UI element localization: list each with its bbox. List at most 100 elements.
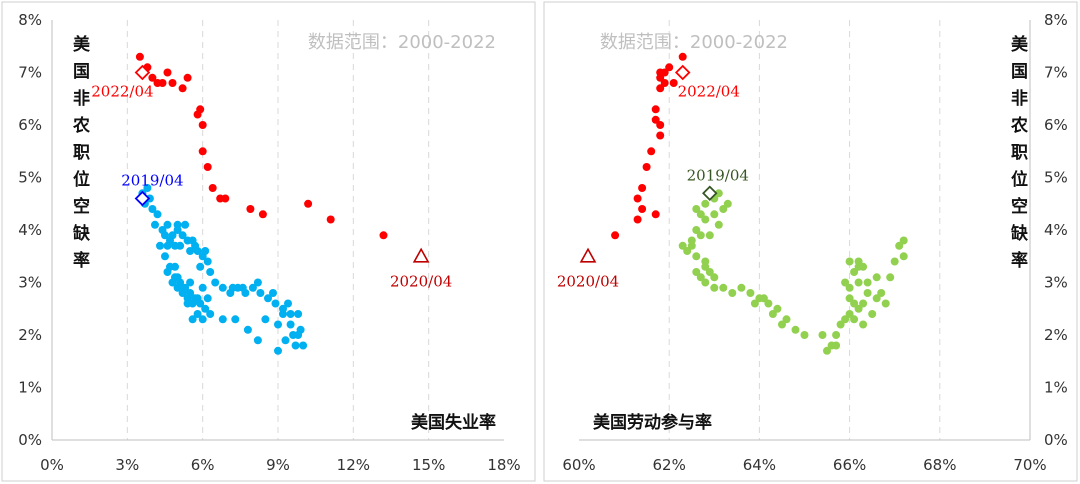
- axes: [51, 20, 504, 441]
- scatter-point: [198, 121, 207, 129]
- scatter-point: [274, 320, 282, 329]
- scatter-point: [800, 331, 809, 339]
- scatter-point: [294, 310, 303, 318]
- scatter-point: [701, 257, 710, 266]
- scatter-point: [633, 194, 642, 203]
- scatter-point: [692, 252, 701, 261]
- panel-frame: [543, 1, 1078, 482]
- scatter-point: [687, 241, 696, 250]
- scatter-point: [611, 231, 620, 240]
- x-tick-label: 6%: [191, 456, 215, 474]
- scatter-point: [135, 52, 144, 61]
- scatter-point: [274, 346, 282, 355]
- scatter-point: [683, 247, 692, 255]
- scatter-point: [188, 315, 197, 324]
- y-axis-label: 美国非农职位空缺率: [72, 34, 91, 271]
- scatter-point: [845, 257, 854, 266]
- y-tick-label: 8%: [1044, 11, 1068, 29]
- scatter-point: [186, 278, 195, 287]
- scatter-point: [243, 325, 252, 334]
- annotation-label: 2022/04: [678, 83, 740, 101]
- scatter-point: [201, 247, 210, 255]
- x-tick-label: 70%: [1013, 456, 1046, 474]
- scatter-point: [173, 220, 182, 229]
- y-axis-label: 美国非农职位空缺率: [1010, 34, 1029, 271]
- scatter-point: [201, 304, 210, 313]
- scatter-point: [701, 199, 710, 208]
- scatter-point: [872, 273, 881, 282]
- y-tick-label: 5%: [18, 169, 42, 187]
- annotation-label: 2022/04: [91, 83, 153, 101]
- scatter-point: [863, 278, 872, 287]
- scatter-point: [291, 341, 300, 350]
- scatter-point: [151, 220, 159, 229]
- annotation-marker-diamond: [674, 64, 691, 81]
- scatter-point: [836, 320, 845, 329]
- annotations: 2022/04 2019/04 2020/04: [557, 64, 749, 290]
- x-tick-label: 9%: [266, 456, 290, 474]
- x-tick-label: 0%: [40, 456, 64, 474]
- scatter-point: [692, 205, 701, 213]
- scatter-point: [678, 241, 687, 250]
- scatter-point: [710, 283, 719, 292]
- scatter-point: [890, 257, 899, 266]
- annotation-marker-triangle: [579, 247, 597, 263]
- scatter-point: [326, 215, 335, 224]
- scatter-point: [881, 299, 890, 308]
- grid: [668, 20, 941, 440]
- scatter-point: [269, 289, 277, 297]
- scatter-point: [203, 294, 212, 303]
- scatter-point: [660, 79, 669, 87]
- scatter-point: [281, 336, 290, 345]
- scatter-point: [638, 184, 647, 192]
- scatter-point: [850, 315, 859, 324]
- scatter-point: [248, 283, 257, 292]
- x-axis-label: 美国失业率: [411, 412, 496, 433]
- scatter-point: [710, 273, 719, 282]
- scatter-point: [877, 289, 886, 297]
- scatter-point: [728, 289, 737, 297]
- y-tick-label: 4%: [1044, 221, 1068, 239]
- scatter-point: [656, 84, 665, 93]
- scatter-point: [750, 299, 759, 308]
- scatter-point: [178, 84, 187, 93]
- scatter-point: [895, 241, 904, 250]
- scatter-point: [669, 79, 678, 87]
- scatter-point: [863, 289, 872, 297]
- scatter-point: [656, 73, 665, 82]
- scatter-point: [253, 278, 262, 287]
- x-tick-label: 66%: [833, 456, 866, 474]
- x-tick-label: 60%: [562, 456, 595, 474]
- scatter-point: [692, 226, 701, 234]
- scatter-point: [238, 283, 247, 292]
- scatter-point: [206, 310, 215, 318]
- scatter-point: [168, 278, 177, 287]
- scatter-point: [379, 231, 388, 240]
- x-tick-label: 62%: [653, 456, 686, 474]
- scatter-point: [178, 283, 187, 292]
- scatter-point: [196, 105, 205, 114]
- scatter-point: [178, 231, 187, 240]
- scatter-point: [221, 194, 230, 203]
- scatter-point: [647, 147, 656, 156]
- y-tick-labels: 0% 1% 2% 3% 4% 5% 6% 7% 8%: [18, 11, 42, 449]
- axes: [579, 20, 1031, 441]
- scatter-point: [253, 336, 262, 345]
- y-tick-labels: 0% 1% 2% 3% 4% 5% 6% 7% 8%: [1044, 11, 1068, 449]
- scatter-point: [218, 283, 227, 292]
- scatter-point: [193, 310, 202, 318]
- scatter-point: [651, 115, 660, 124]
- scatter-point: [768, 310, 777, 318]
- scatter-point: [163, 220, 172, 229]
- scatter-point: [286, 320, 295, 329]
- scatter-point: [304, 199, 313, 208]
- scatter-point: [696, 210, 705, 219]
- scatter-point: [231, 315, 240, 324]
- x-axis-label: 美国劳动参与率: [593, 412, 712, 433]
- scatter-point: [859, 320, 868, 329]
- chart-subtitle: 数据范围：2000-2022: [308, 32, 496, 53]
- scatter-point: [714, 220, 723, 229]
- scatter-point: [148, 73, 157, 82]
- scatter-point: [638, 205, 647, 213]
- x-tick-label: 68%: [923, 456, 956, 474]
